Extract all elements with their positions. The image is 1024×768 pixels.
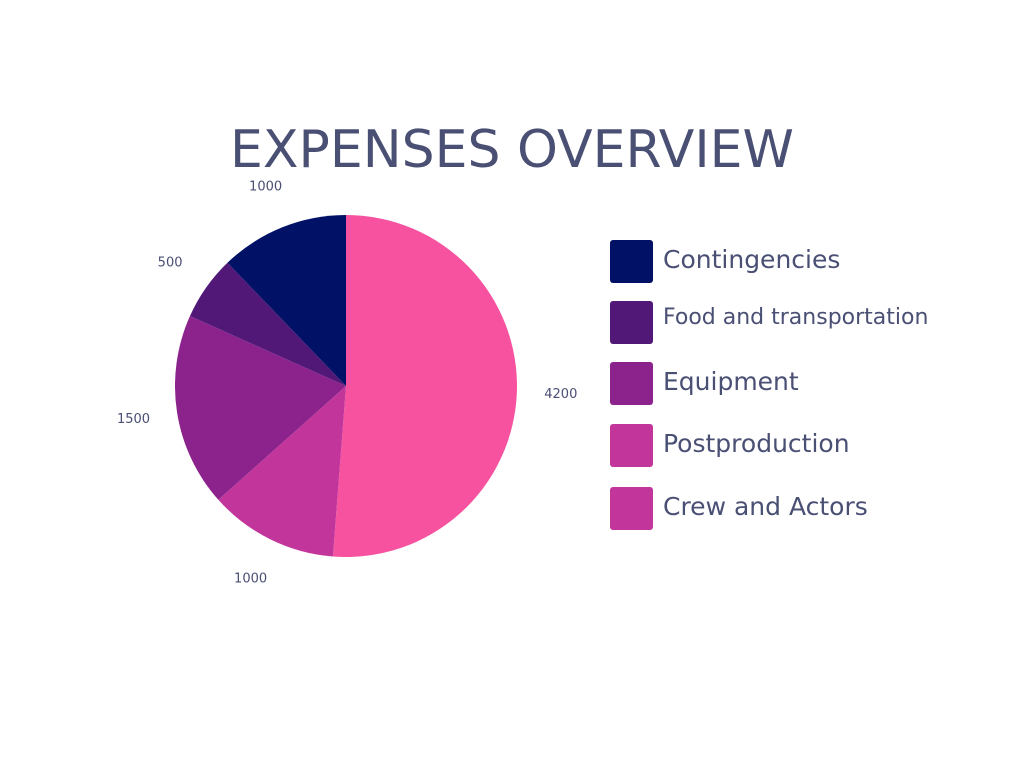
pie-data-label-1: 1000 (234, 572, 267, 587)
legend-label: Equipment (663, 367, 799, 396)
pie-slices (174, 214, 517, 557)
pie-data-label-0: 4200 (544, 387, 577, 402)
legend-swatch (610, 301, 653, 344)
chart-title: EXPENSES OVERVIEW (230, 120, 794, 180)
legend-label: Contingencies (663, 245, 841, 274)
legend-swatch (610, 362, 653, 405)
pie-data-label-4: 1000 (249, 180, 282, 195)
pie-slice-3 (189, 262, 346, 386)
legend-swatch (610, 240, 653, 283)
legend-swatch (610, 424, 653, 467)
pie-slice-1 (218, 386, 346, 557)
legend-label: Postproduction (663, 429, 850, 458)
pie-slice-0 (332, 215, 517, 557)
pie-data-label-2: 1500 (117, 412, 150, 427)
legend-label: Food and transportation (663, 305, 929, 330)
pie-slice-4 (227, 214, 346, 386)
pie-slice-2 (174, 316, 346, 500)
pie-data-labels: 4200 1000 1500 500 1000 (117, 180, 577, 587)
legend-label: Crew and Actors (663, 492, 868, 521)
pie-data-label-3: 500 (158, 255, 183, 270)
legend-swatch (610, 487, 653, 530)
